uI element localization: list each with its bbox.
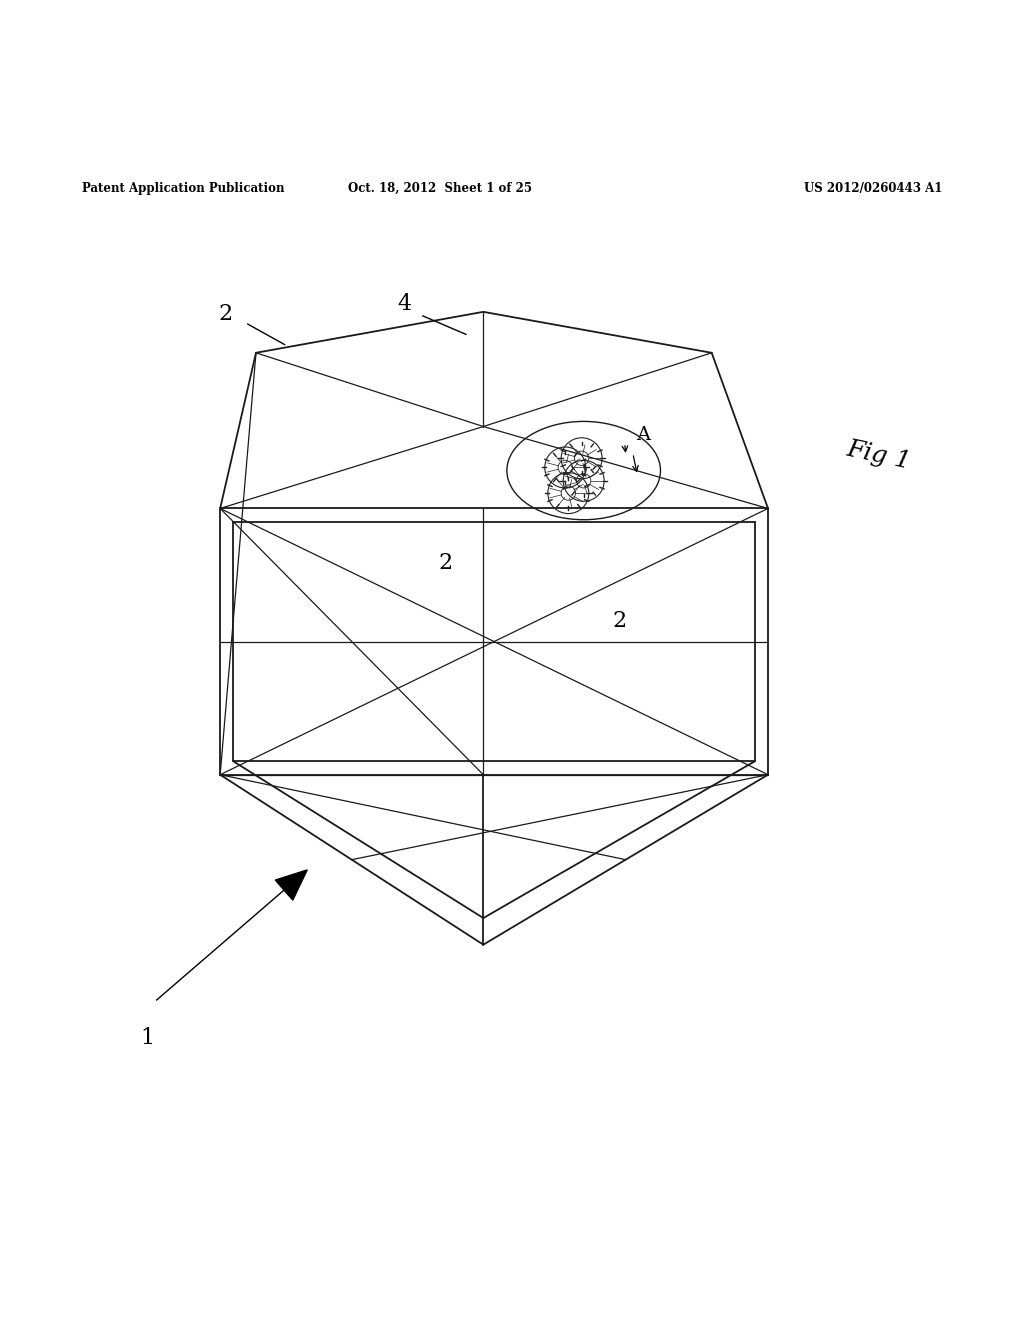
Text: Oct. 18, 2012  Sheet 1 of 25: Oct. 18, 2012 Sheet 1 of 25 <box>348 182 532 195</box>
Text: Fig 1: Fig 1 <box>845 437 912 474</box>
Text: US 2012/0260443 A1: US 2012/0260443 A1 <box>804 182 942 195</box>
Text: 1: 1 <box>140 1027 155 1048</box>
Text: 2: 2 <box>218 302 232 325</box>
Text: 2: 2 <box>612 610 627 632</box>
Polygon shape <box>275 870 307 900</box>
Text: 4: 4 <box>397 293 412 314</box>
Text: A: A <box>636 426 650 444</box>
Text: 2: 2 <box>438 552 453 574</box>
Text: Patent Application Publication: Patent Application Publication <box>82 182 285 195</box>
